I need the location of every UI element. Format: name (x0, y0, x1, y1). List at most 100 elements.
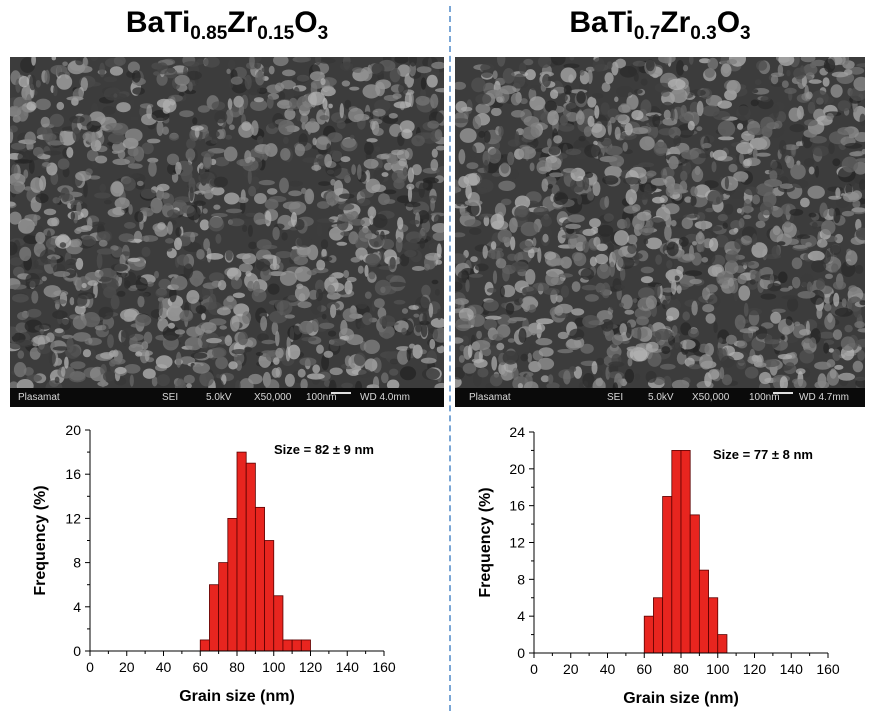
sem-grain (832, 329, 843, 340)
sem-grain (96, 231, 111, 243)
sem-grain (420, 77, 427, 90)
sem-grain (433, 328, 438, 340)
sem-grain (800, 197, 810, 208)
sem-grain (404, 201, 421, 208)
sem-grain (769, 274, 775, 284)
x-tick-label: 0 (86, 659, 94, 675)
sem-grain (363, 158, 379, 169)
sem-grain (492, 270, 498, 284)
sem-grain (465, 184, 472, 199)
sem-grain (702, 287, 711, 301)
sem-grain (569, 328, 585, 341)
sem-grain (56, 101, 65, 111)
sem-grain (430, 93, 439, 109)
sem-grain (823, 58, 836, 73)
sem-grain (43, 150, 62, 156)
sem-grain (626, 346, 640, 352)
sem-grain (473, 358, 488, 368)
sem-grain (527, 352, 532, 363)
sem-grain (725, 250, 739, 263)
sem-grain (428, 302, 434, 318)
sem-grain (514, 251, 532, 264)
sem-grain (469, 227, 482, 235)
sem-grain (483, 318, 497, 331)
sem-grain (718, 279, 728, 284)
sem-grain (83, 181, 88, 198)
x-tick-label: 40 (600, 661, 616, 677)
sem-grain (304, 188, 315, 205)
sem-grain (486, 89, 503, 99)
sem-grain (789, 124, 805, 133)
sem-grain (640, 276, 654, 284)
sem-grain (779, 376, 788, 388)
sem-grain (471, 77, 486, 93)
sem-grain (726, 59, 738, 65)
sem-grain (458, 176, 469, 188)
sem-grain (112, 158, 130, 166)
sem-grain (690, 89, 706, 97)
sem-grain (805, 91, 813, 100)
sem-grain (777, 64, 784, 76)
sem-grain (779, 287, 791, 292)
sem-grain (845, 250, 858, 266)
sem-grain (670, 295, 677, 301)
sem-grain (833, 292, 840, 307)
sem-grain (336, 309, 341, 316)
sem-grain (99, 183, 107, 193)
sem-grain (210, 139, 218, 144)
sem-grain (68, 371, 86, 383)
sem-grain (201, 313, 206, 321)
sem-grain (219, 325, 227, 330)
sem-grain (73, 295, 88, 307)
sem-grain (381, 239, 395, 250)
histogram-bar (209, 584, 220, 652)
sem-grain (81, 235, 97, 247)
sem-grain (811, 260, 827, 273)
sem-grain (467, 344, 473, 358)
x-tick-label: 80 (229, 659, 245, 675)
sem-grain (786, 155, 795, 169)
sem-grain (331, 112, 347, 123)
sem-grain (780, 335, 786, 341)
sem-grain (251, 120, 259, 136)
sem-grain (482, 245, 488, 259)
sem-grain (455, 281, 463, 291)
sem-grain (280, 148, 291, 161)
sem-grain (135, 277, 148, 292)
sem-grain (760, 116, 775, 132)
sem-grain (517, 383, 523, 388)
sem-grain (680, 104, 687, 117)
sem-grain (747, 127, 765, 136)
sem-grain (328, 103, 333, 109)
sem-grain (841, 156, 859, 173)
sem-grain (838, 372, 855, 381)
x-axis-title: Grain size (nm) (623, 690, 739, 707)
x-tick-label: 60 (636, 661, 652, 677)
sem-grain (691, 300, 698, 316)
x-tick-label: 120 (299, 659, 323, 675)
sem-grain (743, 302, 749, 317)
sem-grain (718, 136, 735, 141)
sem-grain (430, 159, 439, 171)
sem-grain (301, 187, 307, 194)
sem-grain (320, 239, 329, 250)
sem-grain (852, 360, 864, 373)
sem-grain (819, 202, 828, 218)
sem-grain (299, 113, 309, 124)
sem-grain (118, 233, 135, 243)
sem-grain (539, 225, 553, 240)
sem-grain (455, 232, 466, 238)
sem-grain (699, 58, 711, 64)
y-tick-label: 8 (73, 555, 81, 571)
sem-grain (175, 161, 182, 175)
sem-grain (14, 159, 33, 164)
sem-grain (411, 164, 422, 176)
sem-grain (812, 145, 829, 157)
sem-grain (548, 145, 561, 156)
sem-grain (828, 142, 835, 155)
sem-magnification-label: X50,000 (254, 392, 292, 403)
sem-grain (378, 265, 395, 270)
sem-grain (759, 201, 774, 216)
sem-grain (828, 348, 835, 353)
sem-grain (525, 69, 536, 81)
